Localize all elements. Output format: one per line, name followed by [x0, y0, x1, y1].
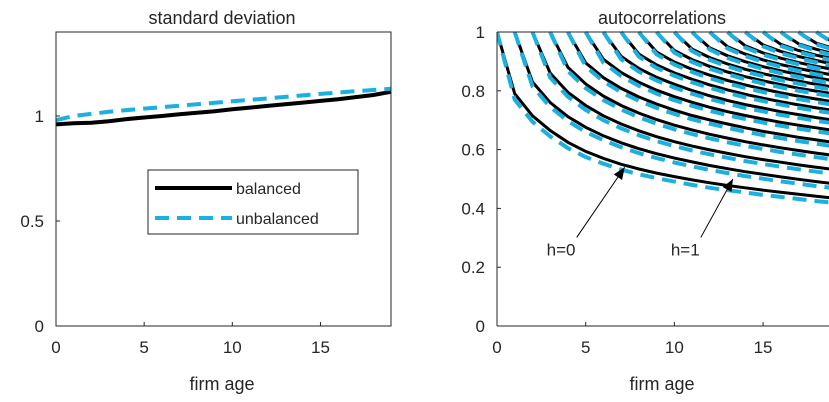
annotation-label-1: h=1	[671, 240, 700, 259]
annotation-arrow-0	[576, 166, 626, 238]
autocorr-unbalanced-h14	[744, 30, 829, 68]
std-dev-xtick-label: 5	[139, 338, 148, 357]
autocorrelations-annotations: h=0 h=1	[547, 166, 734, 259]
autocorr-balanced-h2	[531, 31, 829, 171]
std-dev-axes-box	[55, 31, 392, 327]
autocorr-unbalanced-h7	[619, 30, 829, 115]
autocorr-unbalanced-h8	[637, 30, 829, 107]
autocorr-balanced-h3	[548, 31, 829, 157]
std-dev-ytick-label: 0	[35, 317, 44, 336]
autocorr-unbalanced-h11	[690, 30, 829, 85]
autocorr-balanced-h0	[497, 31, 829, 200]
std-dev-xtick-label: 15	[311, 338, 330, 357]
series-line-balanced	[55, 89, 392, 127]
std-dev-title: standard deviation	[148, 8, 295, 28]
autocorr-unbalanced-h17	[797, 30, 829, 51]
autocorrelations-xtick-label: 5	[581, 338, 590, 357]
autocorr-unbalanced-h12	[708, 30, 829, 79]
autocorrelations-xtick-label: 10	[665, 338, 684, 357]
std-dev-xtick-label: 10	[223, 338, 242, 357]
legend-label-unbalanced: unbalanced	[236, 211, 319, 228]
legend-label-balanced: balanced	[236, 181, 301, 198]
std-dev-xtick-label: 0	[51, 338, 60, 357]
autocorr-unbalanced-h4	[566, 31, 829, 148]
autocorr-unbalanced-h10	[672, 30, 829, 92]
autocorrelations-plot-area	[497, 30, 829, 205]
autocorr-balanced-h9	[655, 30, 829, 95]
legend: balanced unbalanced	[147, 169, 359, 235]
annotation-arrowhead-0	[613, 167, 625, 180]
std-dev-xlabel: firm age	[189, 374, 254, 394]
annotation-label-0: h=0	[547, 240, 576, 259]
legend-box	[147, 169, 359, 235]
annotation-arrowhead-1	[722, 179, 733, 192]
autocorrelations-ytick-label: 0	[476, 317, 485, 336]
autocorr-balanced-h6	[602, 31, 829, 121]
autocorr-balanced-h5	[584, 31, 829, 132]
autocorr-unbalanced-h9	[655, 30, 829, 98]
std-dev-ticks: 0 5 10 15 0 0.5 1	[20, 107, 330, 357]
autocorrelations-ticks: 0 5 10 15 0 0.2 0.4 0.6 0.8 1	[461, 23, 772, 357]
autocorr-balanced-h8	[637, 31, 829, 103]
autocorr-unbalanced-h16	[779, 30, 829, 57]
std-dev-ytick-label: 1	[35, 107, 44, 126]
autocorrelations-xtick-label: 0	[492, 338, 501, 357]
autocorrelations-xtick-label: 15	[754, 338, 773, 357]
autocorr-unbalanced-h3	[548, 31, 829, 161]
autocorr-balanced-h1	[513, 31, 829, 185]
autocorrelations-ytick-label: 0.8	[461, 82, 485, 101]
autocorrelations-ytick-label: 0.2	[461, 258, 485, 277]
autocorr-balanced-h7	[620, 31, 829, 112]
autocorr-balanced-h15	[762, 30, 829, 60]
series-line-unbalanced	[55, 86, 392, 123]
autocorrelations-ytick-label: 1	[476, 23, 485, 42]
autocorr-balanced-h4	[566, 31, 829, 144]
autocorr-unbalanced-h18	[815, 30, 829, 43]
autocorrelations-xlabel: firm age	[629, 374, 694, 394]
autocorr-unbalanced-h13	[726, 30, 829, 73]
autocorrelations-ytick-label: 0.6	[461, 141, 485, 160]
autocorrelations-panel: autocorrelations 0 5 10 15 0 0.2 0.4 0.6 0.8 1 fi…	[461, 8, 829, 394]
autocorr-unbalanced-h6	[601, 30, 829, 125]
std-dev-plot-area	[55, 86, 392, 127]
autocorr-unbalanced-h0	[497, 31, 829, 205]
autocorrelations-title: autocorrelations	[598, 8, 726, 28]
std-dev-ytick-label: 0.5	[20, 212, 44, 231]
autocorr-unbalanced-h2	[530, 31, 829, 176]
autocorr-unbalanced-h1	[512, 31, 829, 190]
autocorrelations-ytick-label: 0.4	[461, 199, 485, 218]
